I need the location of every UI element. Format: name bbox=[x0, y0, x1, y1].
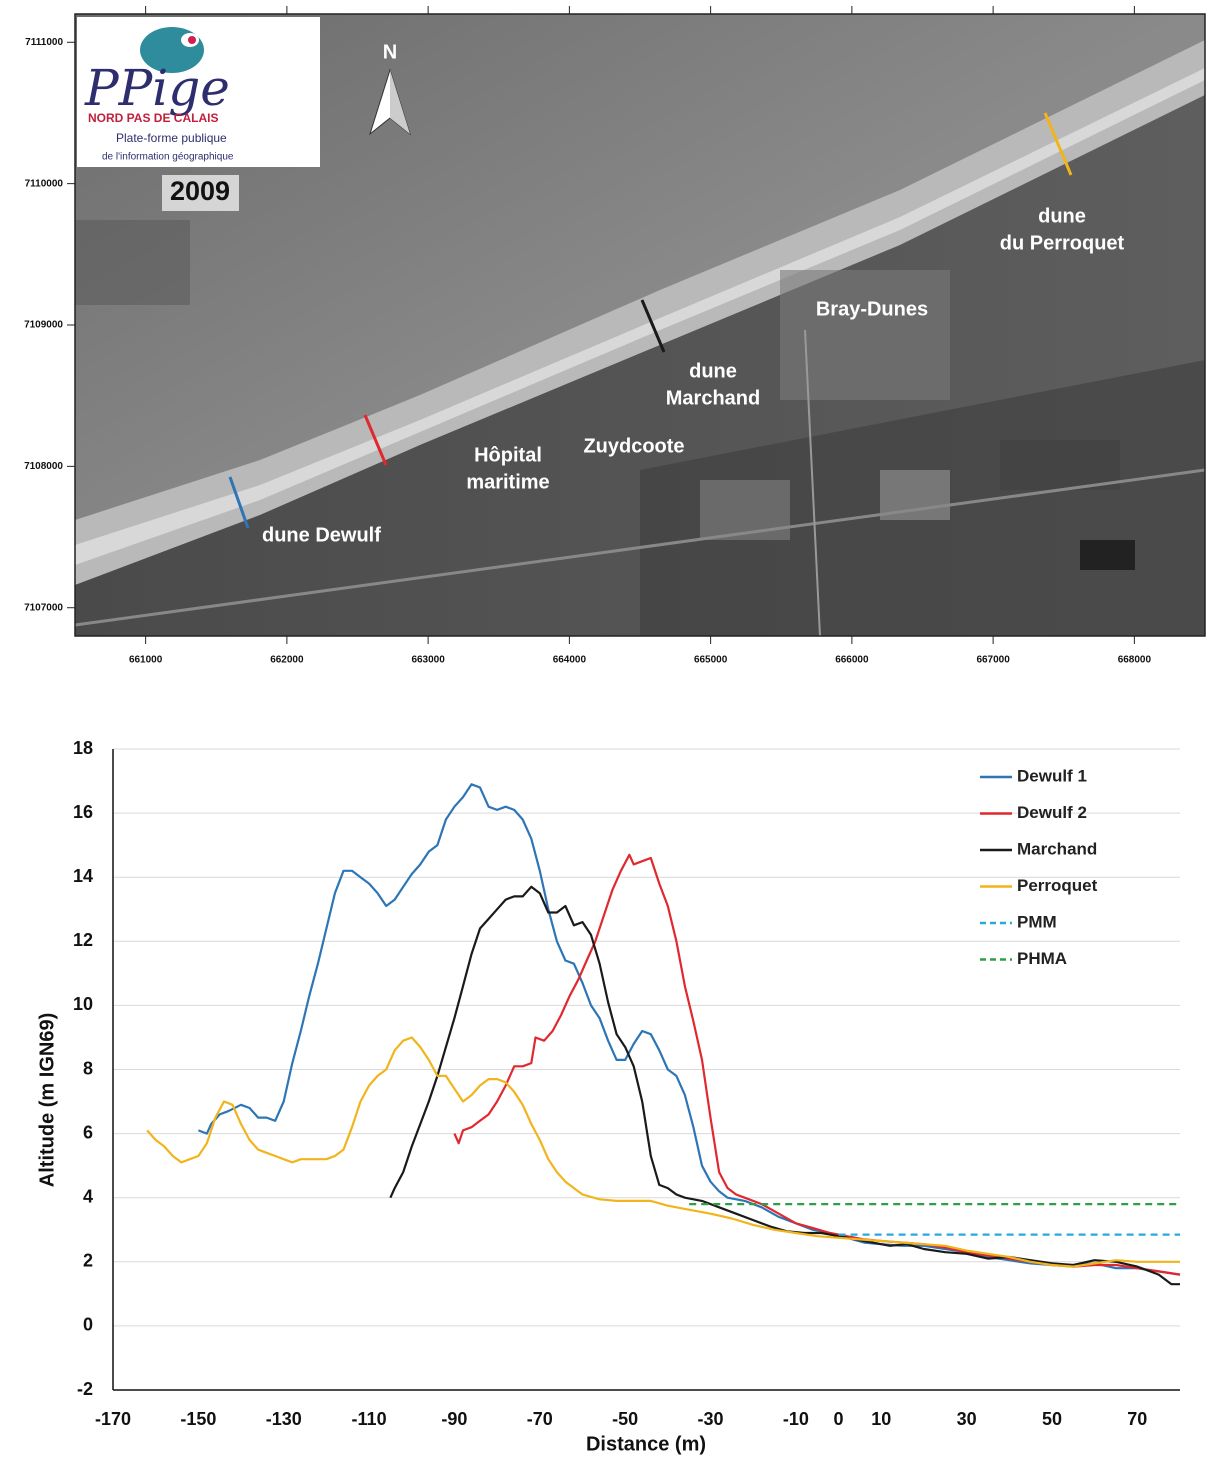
series-line bbox=[146, 1036, 1180, 1268]
x-tick-label: 70 bbox=[1127, 1409, 1147, 1429]
place-label: Zuydcoote bbox=[583, 435, 684, 457]
x-tick-label: 0 bbox=[834, 1409, 844, 1429]
x-tick-label: -90 bbox=[441, 1409, 467, 1429]
logo-line: Plate-forme publique bbox=[116, 131, 227, 145]
x-tick-label: 30 bbox=[957, 1409, 977, 1429]
y-tick-label: 7109000 bbox=[24, 320, 63, 331]
x-tick-label: 665000 bbox=[694, 655, 728, 666]
place-label: Bray-Dunes bbox=[816, 298, 928, 320]
legend-label: Dewulf 1 bbox=[1017, 766, 1087, 785]
y-tick-label: 2 bbox=[83, 1251, 93, 1271]
y-tick-label: 7107000 bbox=[24, 602, 63, 613]
place-label: dune bbox=[1038, 205, 1086, 227]
x-tick-label: 662000 bbox=[270, 655, 304, 666]
y-tick-label: 7108000 bbox=[24, 461, 63, 472]
x-tick-label: -50 bbox=[612, 1409, 638, 1429]
year-label: 2009 bbox=[170, 176, 230, 206]
x-tick-label: 663000 bbox=[411, 655, 445, 666]
legend-label: PMM bbox=[1017, 912, 1057, 931]
y-axis-title: Altitude (m IGN69) bbox=[36, 1013, 58, 1187]
transect bbox=[640, 299, 666, 353]
x-tick-label: -10 bbox=[783, 1409, 809, 1429]
series-line bbox=[453, 853, 1181, 1276]
logo-region: NORD PAS DE CALAIS bbox=[88, 111, 218, 125]
x-tick-label: -170 bbox=[95, 1409, 131, 1429]
series-line bbox=[389, 885, 1180, 1286]
y-tick-label: 4 bbox=[83, 1186, 93, 1206]
y-tick-label: 7111000 bbox=[25, 37, 63, 48]
place-label: dune bbox=[689, 360, 737, 382]
y-tick-label: 14 bbox=[73, 866, 93, 886]
x-tick-label: -130 bbox=[266, 1409, 302, 1429]
aerial-photo bbox=[75, 14, 1205, 636]
place-label: dune Dewulf bbox=[262, 524, 381, 546]
y-tick-label: 7110000 bbox=[25, 178, 64, 189]
y-tick-label: 16 bbox=[73, 802, 93, 822]
place-label: Hôpital bbox=[474, 444, 542, 466]
x-tick-label: 667000 bbox=[976, 655, 1010, 666]
y-tick-label: 8 bbox=[83, 1058, 93, 1078]
place-label: maritime bbox=[466, 471, 549, 493]
legend-label: Marchand bbox=[1017, 839, 1097, 858]
y-tick-label: 18 bbox=[73, 738, 93, 758]
place-label: Marchand bbox=[666, 387, 760, 409]
place-label: du Perroquet bbox=[1000, 232, 1125, 254]
legend-label: Dewulf 2 bbox=[1017, 803, 1087, 822]
transect bbox=[1043, 112, 1073, 176]
north-label: N bbox=[383, 41, 397, 63]
y-tick-label: 6 bbox=[83, 1122, 93, 1142]
x-tick-label: -70 bbox=[527, 1409, 553, 1429]
x-tick-label: 666000 bbox=[835, 655, 869, 666]
logo-title: PPige bbox=[84, 59, 230, 117]
transect bbox=[228, 476, 250, 529]
y-tick-label: 12 bbox=[73, 930, 93, 950]
x-tick-label: 10 bbox=[871, 1409, 891, 1429]
y-tick-label: 10 bbox=[73, 994, 93, 1014]
x-tick-label: 661000 bbox=[129, 655, 163, 666]
x-tick-label: -30 bbox=[698, 1409, 724, 1429]
x-tick-label: 50 bbox=[1042, 1409, 1062, 1429]
legend-label: PHMA bbox=[1017, 949, 1067, 968]
transect bbox=[363, 414, 388, 466]
legend-label: Perroquet bbox=[1017, 876, 1098, 895]
x-tick-label: 664000 bbox=[553, 655, 587, 666]
x-axis-title: Distance (m) bbox=[586, 1433, 706, 1455]
logo-line: de l'information géographique bbox=[102, 152, 234, 163]
x-tick-label: -150 bbox=[180, 1409, 216, 1429]
y-tick-label: -2 bbox=[77, 1379, 93, 1399]
x-tick-label: -110 bbox=[352, 1409, 387, 1429]
x-tick-label: 668000 bbox=[1118, 655, 1152, 666]
y-tick-label: 0 bbox=[83, 1315, 93, 1335]
